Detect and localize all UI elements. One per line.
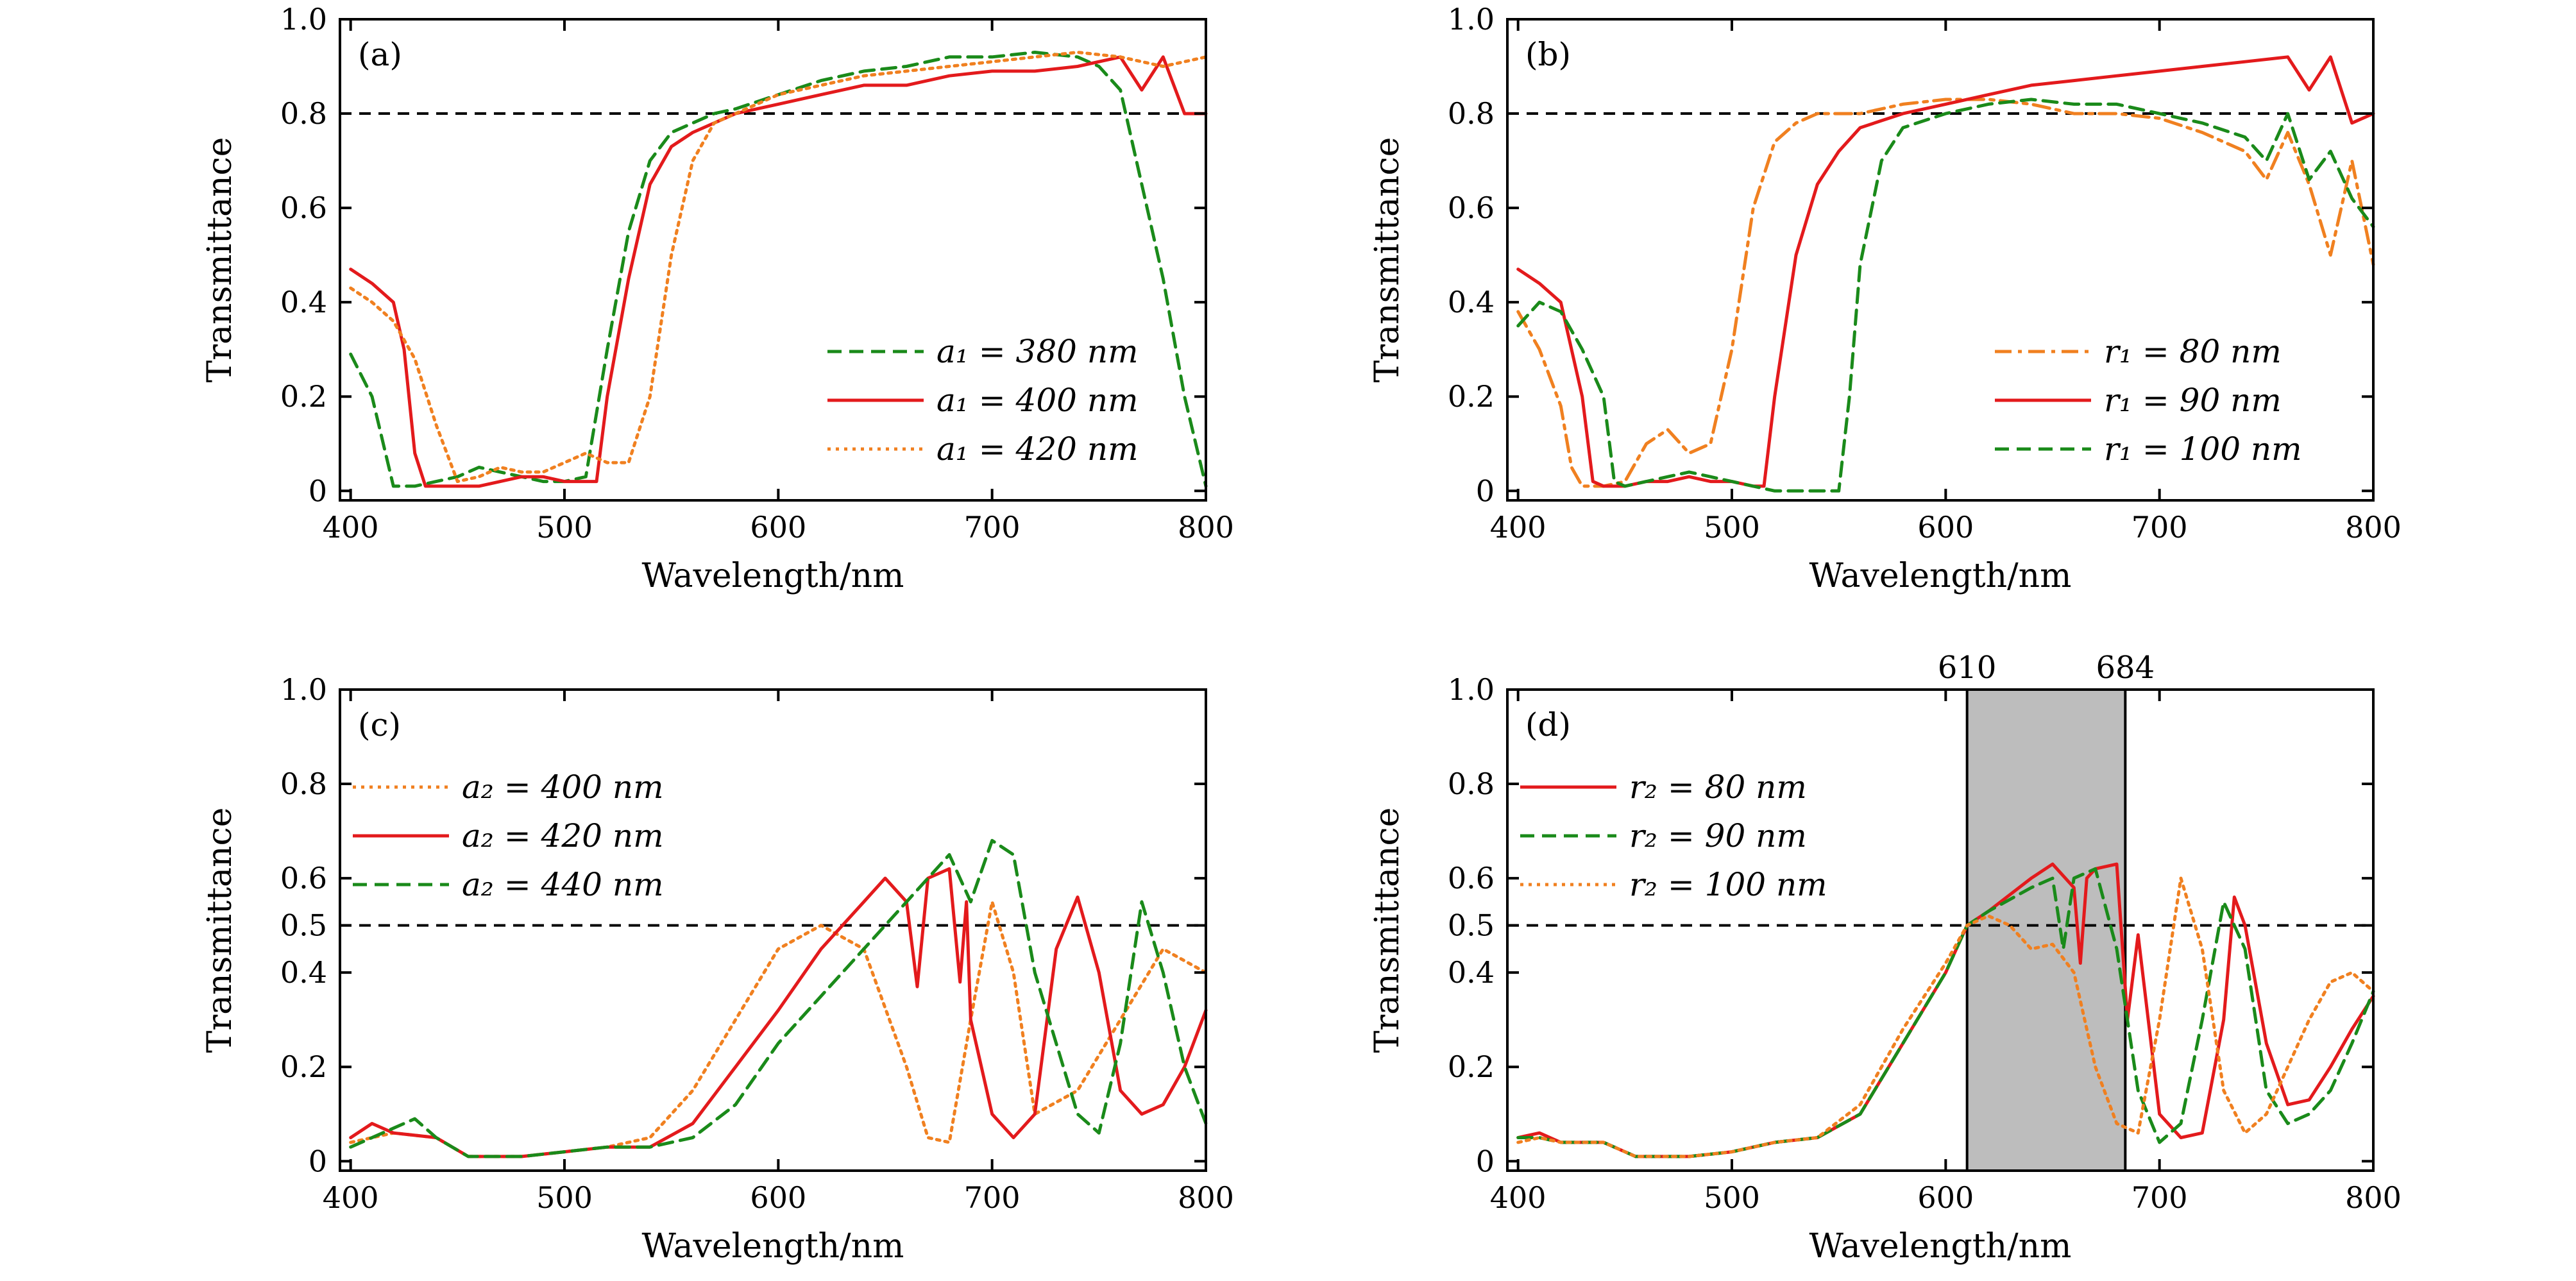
band-label-start: 610 xyxy=(1938,650,1997,686)
x-tick-label: 500 xyxy=(536,1180,593,1215)
legend-label: r₂ = 80 nm xyxy=(1629,768,1807,806)
y-tick-label: 0.8 xyxy=(1448,96,1495,131)
series-line xyxy=(1516,98,2375,488)
x-tick-label: 600 xyxy=(750,510,806,545)
plot-frame xyxy=(339,688,1207,1172)
x-tick-label: 400 xyxy=(323,1180,379,1215)
highlight-band xyxy=(1965,688,2127,1172)
x-tick-label: 600 xyxy=(750,1180,806,1215)
legend-label: r₁ = 80 nm xyxy=(2104,333,2282,370)
plot-frame xyxy=(339,18,1207,502)
legend-label: a₁ = 400 nm xyxy=(936,382,1138,419)
y-axis-label: Transmittance xyxy=(1368,137,1407,383)
y-tick-label: 0.6 xyxy=(1448,861,1495,895)
series-line xyxy=(1516,876,2375,1158)
panel-a: 400 500 600 700 800 0 0.2 0.4 0.6 0.8 1.0 Wavelengt… xyxy=(201,2,1234,595)
series-line xyxy=(349,55,1208,488)
y-tick-label: 0.8 xyxy=(1448,767,1495,801)
x-tick-label: 400 xyxy=(1490,510,1546,545)
y-tick-label: 1.0 xyxy=(1448,2,1495,37)
y-tick-label: 0.4 xyxy=(1448,955,1495,990)
panel-label: (d) xyxy=(1525,706,1571,743)
y-tick-label: 0.4 xyxy=(280,285,327,319)
legend-label: a₂ = 420 nm xyxy=(462,817,663,854)
y-axis-label: Transmittance xyxy=(201,808,239,1053)
series-line xyxy=(1516,867,2375,1158)
x-tick-label: 600 xyxy=(1917,1180,1974,1215)
y-tick-label: 0 xyxy=(1476,1144,1495,1178)
series-line xyxy=(349,51,1208,484)
x-tick-label: 800 xyxy=(1178,1180,1234,1215)
x-tick-label: 500 xyxy=(1704,1180,1760,1215)
x-tick-label: 500 xyxy=(1704,510,1760,545)
legend-label: a₂ = 440 nm xyxy=(462,866,663,903)
band-label-end: 684 xyxy=(2096,650,2155,686)
x-tick-label: 400 xyxy=(323,510,379,545)
series-line xyxy=(1516,98,2375,493)
legend-label: r₂ = 90 nm xyxy=(1629,817,1807,854)
y-tick-label: 0.2 xyxy=(1448,379,1495,414)
y-tick-label: 1.0 xyxy=(280,672,327,707)
x-tick-label: 800 xyxy=(1178,510,1234,545)
series-line xyxy=(349,838,1208,1158)
y-tick-label: 0.4 xyxy=(280,955,327,990)
panel-label: (a) xyxy=(358,36,402,73)
x-tick-label: 700 xyxy=(2131,1180,2188,1215)
y-tick-label: 0.6 xyxy=(280,861,327,895)
x-tick-label: 400 xyxy=(1490,1180,1546,1215)
x-tick-label: 700 xyxy=(2131,510,2188,545)
plot-frame xyxy=(1506,688,2375,1172)
legend-label: r₂ = 100 nm xyxy=(1629,866,1827,903)
x-axis-label: Wavelength/nm xyxy=(642,557,904,595)
legend-label: a₂ = 400 nm xyxy=(462,768,663,806)
x-axis-label: Wavelength/nm xyxy=(642,1227,904,1266)
series-line xyxy=(1516,862,2375,1158)
series-line xyxy=(349,900,1208,1158)
legend-label: a₁ = 380 nm xyxy=(936,333,1138,370)
panel-c: 400 500 600 700 800 0 0.2 0.4 0.5 0.6 0.8 1.0 Wavele… xyxy=(201,672,1234,1266)
y-tick-label: 0.2 xyxy=(280,1049,327,1084)
y-tick-label: 1.0 xyxy=(280,2,327,37)
y-axis-label: Transmittance xyxy=(201,137,239,383)
y-tick-label: 0.6 xyxy=(280,191,327,225)
y-tick-label: 0 xyxy=(309,1144,327,1178)
panel-d: 610 684 400 500 600 700 800 0 0.2 0.4 0.5 0.6 0.8 1.0… xyxy=(1368,650,2402,1266)
y-tick-label: 0.4 xyxy=(1448,285,1495,319)
y-axis-label: Transmittance xyxy=(1368,808,1407,1053)
x-tick-label: 700 xyxy=(964,1180,1021,1215)
series-line xyxy=(349,51,1208,488)
x-tick-label: 500 xyxy=(536,510,593,545)
y-tick-label: 0 xyxy=(1476,473,1495,508)
panel-label: (b) xyxy=(1525,36,1571,73)
x-axis-label: Wavelength/nm xyxy=(1809,1227,2072,1266)
x-tick-label: 600 xyxy=(1917,510,1974,545)
y-tick-label: 0.2 xyxy=(1448,1049,1495,1084)
y-tick-label: 0.5 xyxy=(280,908,327,943)
legend-label: r₁ = 100 nm xyxy=(2104,430,2302,468)
x-tick-label: 700 xyxy=(964,510,1021,545)
panel-label: (c) xyxy=(358,706,401,743)
y-tick-label: 0.8 xyxy=(280,767,327,801)
y-tick-label: 0.6 xyxy=(1448,191,1495,225)
y-tick-label: 1.0 xyxy=(1448,672,1495,707)
series-line xyxy=(1516,55,2375,488)
x-axis-label: Wavelength/nm xyxy=(1809,557,2072,595)
y-tick-label: 0 xyxy=(309,473,327,508)
y-tick-label: 0.5 xyxy=(1448,908,1495,943)
legend-label: r₁ = 90 nm xyxy=(2104,382,2282,419)
plot-frame xyxy=(1506,18,2375,502)
y-tick-label: 0.8 xyxy=(280,96,327,131)
y-tick-label: 0.2 xyxy=(280,379,327,414)
legend-label: a₁ = 420 nm xyxy=(936,430,1138,468)
panel-b: 400 500 600 700 800 0 0.2 0.4 0.6 0.8 1.0 Wavelengt… xyxy=(1368,2,2402,595)
x-tick-label: 800 xyxy=(2345,1180,2402,1215)
x-tick-label: 800 xyxy=(2345,510,2402,545)
